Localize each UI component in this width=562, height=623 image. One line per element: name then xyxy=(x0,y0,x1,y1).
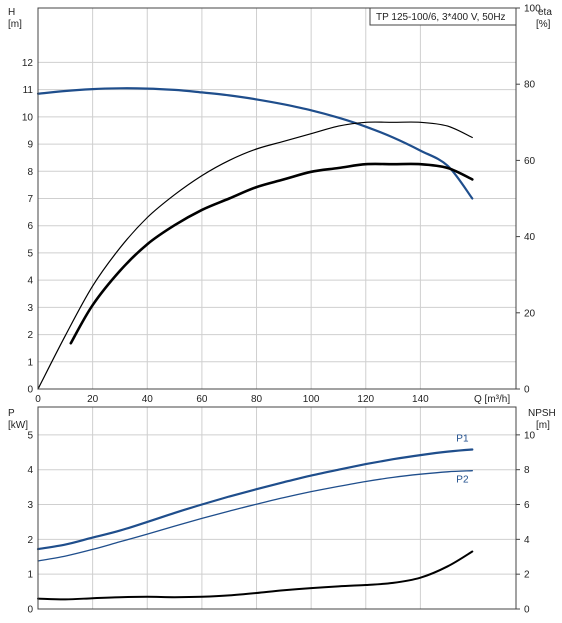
top-ticks: 0 20 40 60 80 100 120 1400123456789101112020406… xyxy=(22,4,541,406)
top-series xyxy=(36,87,474,390)
series-line-h xyxy=(36,87,474,200)
series-line-p2 xyxy=(37,470,473,562)
bottom-right-tick-label: 0 xyxy=(524,605,530,616)
bottom-grid xyxy=(38,407,516,609)
top-right-tick-label: 40 xyxy=(524,232,536,243)
top-left-tick-label: 5 xyxy=(27,248,33,259)
top-left-tick-label: 0 xyxy=(27,385,33,396)
x-tick-label: 120 xyxy=(357,394,374,405)
bottom-right-tick-label: 8 xyxy=(524,465,530,476)
top-left-tick-label: 9 xyxy=(27,140,33,151)
x-tick-label: 20 xyxy=(87,394,99,405)
bottom-right-tick-label: 4 xyxy=(524,535,530,546)
series-line-eta-thin xyxy=(37,121,473,390)
top-right-tick-label: 20 xyxy=(524,308,536,319)
x-tick-label: 40 xyxy=(142,394,154,405)
series-line-p1 xyxy=(36,448,474,551)
series-label-p2: P2 xyxy=(456,475,469,486)
bottom-right-tick-label: 6 xyxy=(524,500,530,511)
top-right-axis-unit: [%] xyxy=(536,19,551,30)
top-left-tick-label: 10 xyxy=(22,112,34,123)
bottom-left-tick-label: 1 xyxy=(27,570,33,581)
top-left-tick-label: 3 xyxy=(27,303,33,314)
top-left-tick-label: 8 xyxy=(27,167,33,178)
top-left-axis-title: H xyxy=(8,7,15,18)
top-right-axis-title: eta xyxy=(538,7,552,18)
top-right-tick-label: 60 xyxy=(524,156,536,167)
bottom-ticks: 0 1 2 3 4 5 0 2 4 6 8 10 xyxy=(27,430,535,615)
series-label-p1: P1 xyxy=(456,433,469,444)
bottom-series: P1 P2 xyxy=(36,433,474,601)
legend-box xyxy=(369,7,517,26)
top-right-tick-label: 100 xyxy=(524,4,541,15)
bottom-right-axis-unit: [m] xyxy=(536,420,550,431)
x-tick-label: 80 xyxy=(251,394,263,405)
x-tick-label: 140 xyxy=(412,394,429,405)
top-left-tick-label: 7 xyxy=(27,194,33,205)
bottom-left-axis-unit: [kW] xyxy=(8,420,28,431)
series-line-npsh xyxy=(37,550,474,601)
top-left-tick-label: 11 xyxy=(23,85,34,96)
top-left-tick-label: 12 xyxy=(22,58,34,69)
bottom-left-tick-label: 3 xyxy=(27,500,33,511)
x-axis-label: Q [m³/h] xyxy=(474,394,510,405)
bottom-left-tick-label: 2 xyxy=(27,535,33,546)
top-left-tick-label: 6 xyxy=(27,221,33,232)
bottom-left-tick-label: 5 xyxy=(27,430,33,441)
top-left-tick-label: 1 xyxy=(27,357,33,368)
x-tick-label: 100 xyxy=(303,394,320,405)
top-left-tick-label: 2 xyxy=(27,330,33,341)
top-left-axis-unit: [m] xyxy=(8,19,22,30)
top-right-tick-label: 0 xyxy=(524,385,530,396)
bottom-right-axis-title: NPSH xyxy=(528,408,556,419)
top-plot-frame xyxy=(37,7,517,390)
bottom-panel: P1 P2 0 1 2 3 4 5 0 2 4 6 8 10 P [kW] NPSH [m] xyxy=(8,406,556,616)
top-right-tick-label: 80 xyxy=(524,80,536,91)
bottom-right-tick-label: 10 xyxy=(524,430,536,441)
series-line-eta-thick xyxy=(69,162,474,345)
legend-text: TP 125-100/6, 3*400 V, 50Hz xyxy=(376,12,506,23)
bottom-right-tick-label: 2 xyxy=(524,570,530,581)
top-grid xyxy=(38,8,516,389)
top-left-tick-label: 4 xyxy=(27,276,33,287)
x-tick-label: 60 xyxy=(196,394,208,405)
bottom-left-axis-title: P xyxy=(8,408,15,419)
bottom-plot-frame xyxy=(37,406,517,610)
top-panel: 0 20 40 60 80 100 120 1400123456789101112020406… xyxy=(8,4,552,406)
bottom-left-tick-label: 4 xyxy=(27,465,33,476)
bottom-left-tick-label: 0 xyxy=(27,605,33,616)
x-tick-label: 0 xyxy=(35,394,41,405)
